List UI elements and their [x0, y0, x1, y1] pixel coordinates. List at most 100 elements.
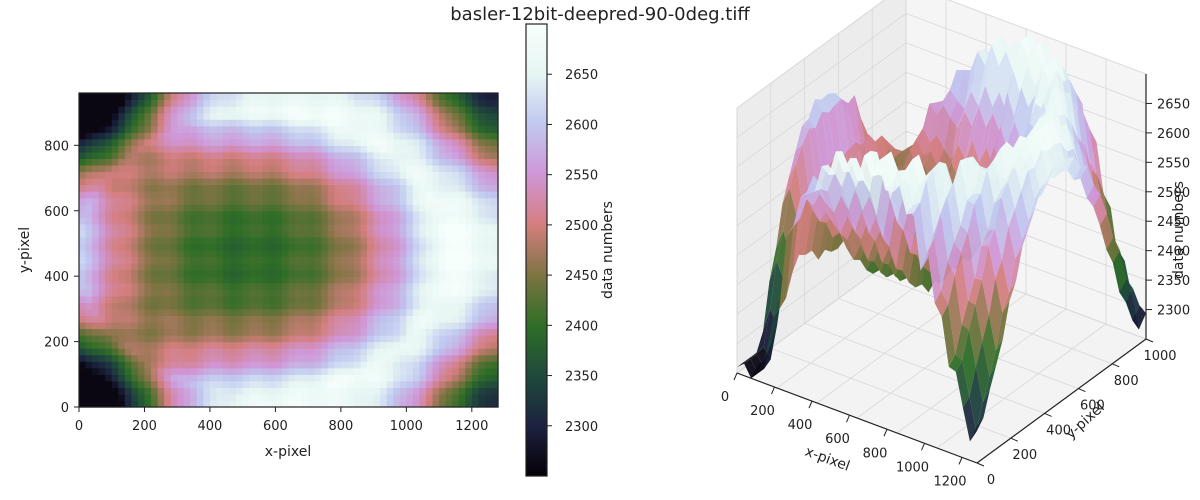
heatmap-cell [164, 315, 172, 323]
heatmap-cell [249, 197, 257, 205]
heatmap-cell [183, 263, 191, 271]
heatmap-cell [275, 132, 283, 140]
heatmap-cell [209, 308, 218, 317]
heatmap-cell [229, 217, 237, 225]
heatmap-cell [144, 263, 152, 271]
heatmap-cell [478, 197, 486, 205]
heatmap-cell [465, 210, 473, 218]
heatmap-cell [164, 112, 172, 120]
heatmap-cell [484, 289, 493, 297]
heatmap-cell [164, 230, 172, 238]
heatmap-cell [301, 348, 309, 356]
heatmap-cell [111, 93, 119, 101]
surface-facet [1093, 194, 1107, 226]
heatmap-cell [452, 99, 460, 107]
heatmap-cell [242, 125, 250, 133]
heatmap-cell [131, 178, 139, 186]
heatmap-cell [203, 93, 211, 101]
heatmap-cell [491, 387, 499, 395]
surface-x-tick [846, 414, 850, 423]
heatmap-cell [281, 321, 290, 330]
heatmap-cell [334, 250, 342, 258]
heatmap-cell [124, 269, 132, 277]
surface-facet [978, 44, 992, 106]
heatmap-cell [412, 289, 421, 297]
heatmap-cell [458, 99, 466, 107]
heatmap-cell [131, 171, 139, 179]
heatmap-cell [242, 269, 250, 277]
heatmap-cell [432, 125, 440, 133]
heatmap-cell [406, 367, 414, 375]
heatmap-cell [170, 125, 178, 133]
heatmap-cell [137, 171, 146, 179]
heatmap-cell [419, 223, 427, 231]
heatmap-cell [118, 243, 126, 251]
heatmap-cell [439, 178, 447, 186]
heatmap-cell [131, 145, 139, 153]
heatmap-cell [281, 230, 290, 238]
heatmap-cell [183, 106, 191, 114]
heatmap-cell [209, 302, 218, 310]
heatmap-cell [203, 191, 211, 199]
heatmap-cell [452, 132, 460, 140]
heatmap-cell [373, 282, 381, 290]
heatmap-cell [262, 302, 270, 310]
heatmap-cell [484, 119, 493, 127]
heatmap-cell [236, 295, 244, 303]
heatmap-cell [439, 184, 447, 192]
heatmap-cell [98, 191, 106, 199]
heatmap-cell [242, 289, 250, 297]
heatmap-cell [334, 230, 342, 238]
heatmap-cell [183, 250, 191, 258]
surface-facet [885, 185, 899, 193]
heatmap-cell [380, 145, 388, 153]
heatmap-cell [314, 99, 322, 107]
heatmap-cell [203, 361, 211, 369]
heatmap-cell [458, 250, 466, 258]
heatmap-cell [144, 236, 152, 245]
heatmap-cell [170, 178, 178, 186]
heatmap-cell [151, 380, 159, 388]
heatmap-cell [353, 236, 362, 245]
heatmap-cell [281, 93, 290, 101]
heatmap-cell [229, 335, 237, 343]
heatmap-cell [321, 276, 329, 284]
heatmap-cell [432, 204, 440, 212]
heatmap-cell [216, 230, 224, 238]
heatmap-cell [380, 374, 388, 382]
heatmap-cell [170, 282, 178, 290]
surface-facet [883, 197, 897, 248]
surface-y-tick [1078, 388, 1086, 393]
heatmap-cell [471, 93, 479, 101]
heatmap-cell [209, 256, 218, 264]
figure-title: basler-12bit-deepred-90-0deg.tiff [450, 4, 750, 25]
heatmap-cell [223, 269, 231, 277]
surface-facet [941, 304, 956, 367]
heatmap-cell [92, 341, 100, 349]
heatmap-cell [203, 145, 211, 153]
heatmap-cell [196, 112, 204, 120]
heatmap-cell [190, 315, 198, 323]
heatmap-cell [439, 341, 447, 349]
heatmap-cell [471, 335, 479, 343]
surface-facet [869, 196, 883, 239]
heatmap-cell [439, 250, 447, 258]
heatmap-cell [484, 230, 493, 238]
heatmap-cell [445, 204, 453, 212]
heatmap-cell [308, 138, 316, 146]
heatmap-cell [157, 269, 165, 277]
surface-facet [1000, 141, 1014, 178]
heatmap-cell [242, 210, 250, 218]
heatmap-cell [347, 282, 355, 290]
heatmap-cell [98, 393, 106, 402]
heatmap-cell [196, 204, 204, 212]
heatmap-cell [255, 151, 263, 160]
heatmap-cell [85, 210, 93, 218]
heatmap-cell [118, 223, 126, 231]
heatmap-cell [295, 367, 303, 375]
heatmap-cell [157, 191, 165, 199]
heatmap-cell [386, 393, 394, 402]
heatmap-cell [255, 106, 263, 114]
heatmap-cell [484, 223, 493, 231]
surface-facet [1021, 66, 1035, 108]
